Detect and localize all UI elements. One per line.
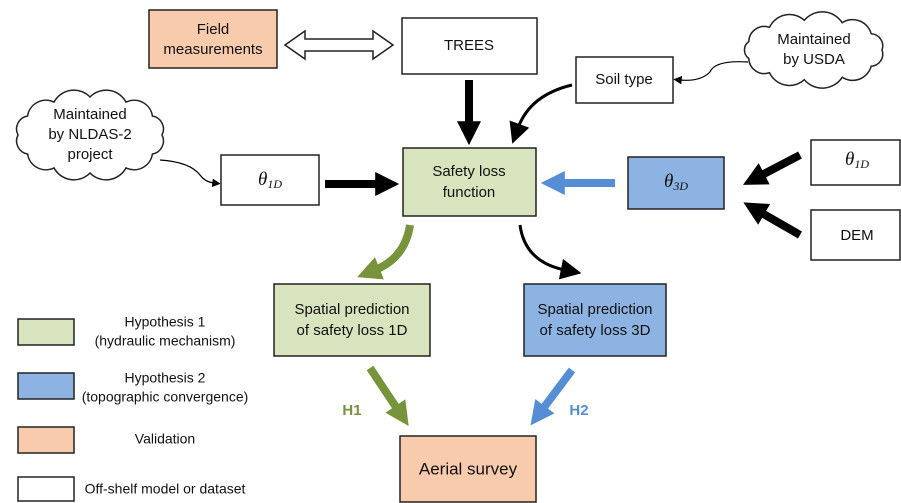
soil-box xyxy=(575,56,674,104)
shapes xyxy=(15,9,901,503)
edge-label: H1 xyxy=(342,402,361,419)
spatial-3d-box xyxy=(523,283,667,357)
legend-label: Hypothesis 1 xyxy=(125,314,206,330)
cloud-label: project xyxy=(67,146,113,163)
connector xyxy=(159,159,221,187)
cloud-label: Maintained xyxy=(777,31,850,48)
legend-label: (hydraulic mechanism) xyxy=(95,333,236,349)
symbol: θ xyxy=(664,171,673,192)
safety-box xyxy=(402,147,537,217)
cloud-label: Maintained xyxy=(53,106,126,123)
node-label: Field xyxy=(197,21,230,38)
symbol: θ xyxy=(258,169,267,190)
node-label: of safety loss 3D xyxy=(540,322,651,339)
cloud-label: by NLDAS-2 xyxy=(48,126,131,143)
node-label: TREES xyxy=(444,37,494,54)
legend-swatch xyxy=(17,426,75,454)
field-box xyxy=(148,9,278,69)
theta-box xyxy=(220,154,320,206)
node-label: Soil type xyxy=(595,71,653,88)
node-label: Spatial prediction xyxy=(294,301,409,318)
node-label: function xyxy=(443,184,496,201)
arrow xyxy=(518,224,582,280)
cloud xyxy=(15,89,165,181)
node-label: Safety loss xyxy=(432,163,505,180)
legend-label: Validation xyxy=(135,431,195,447)
node-label: Aerial survey xyxy=(419,459,518,478)
symbol: θ xyxy=(845,149,854,170)
trees-box xyxy=(401,17,538,75)
double-arrow xyxy=(283,29,395,61)
theta-box xyxy=(810,139,901,186)
node-label: DEM xyxy=(840,227,873,244)
node-label: measurements xyxy=(163,41,262,58)
aerial-box xyxy=(399,435,537,503)
arrow xyxy=(743,202,802,239)
legend-swatch xyxy=(17,372,75,400)
arrow xyxy=(366,365,409,426)
theta-label: θ1D xyxy=(845,149,869,170)
labels: Field measurements TREES Soil type Maint… xyxy=(48,21,873,497)
arrow xyxy=(509,83,573,144)
legend-swatch xyxy=(17,476,75,502)
spatial-1d-box xyxy=(273,283,431,357)
subscript: 3D xyxy=(672,179,688,193)
connector xyxy=(673,61,749,85)
legend-swatch xyxy=(17,318,75,346)
cloud xyxy=(743,11,884,89)
legend-label: Hypothesis 2 xyxy=(125,370,206,386)
arrow xyxy=(743,151,802,185)
legend-label: Off-shelf model or dataset xyxy=(85,481,246,497)
dem-box xyxy=(810,209,901,261)
theta-label: θ3D xyxy=(664,171,688,192)
edge-label: H2 xyxy=(569,402,588,419)
arrow xyxy=(530,367,576,426)
legend-label: (topographic convergence) xyxy=(82,389,249,405)
cloud-label: by USDA xyxy=(783,51,845,68)
node-label: of safety loss 1D xyxy=(297,322,408,339)
theta-label: θ1D xyxy=(258,169,282,190)
node-label: Spatial prediction xyxy=(537,301,652,318)
theta3d-box xyxy=(627,156,725,210)
subscript: 1D xyxy=(267,177,282,191)
arrow xyxy=(357,224,414,280)
subscript: 1D xyxy=(854,157,869,171)
